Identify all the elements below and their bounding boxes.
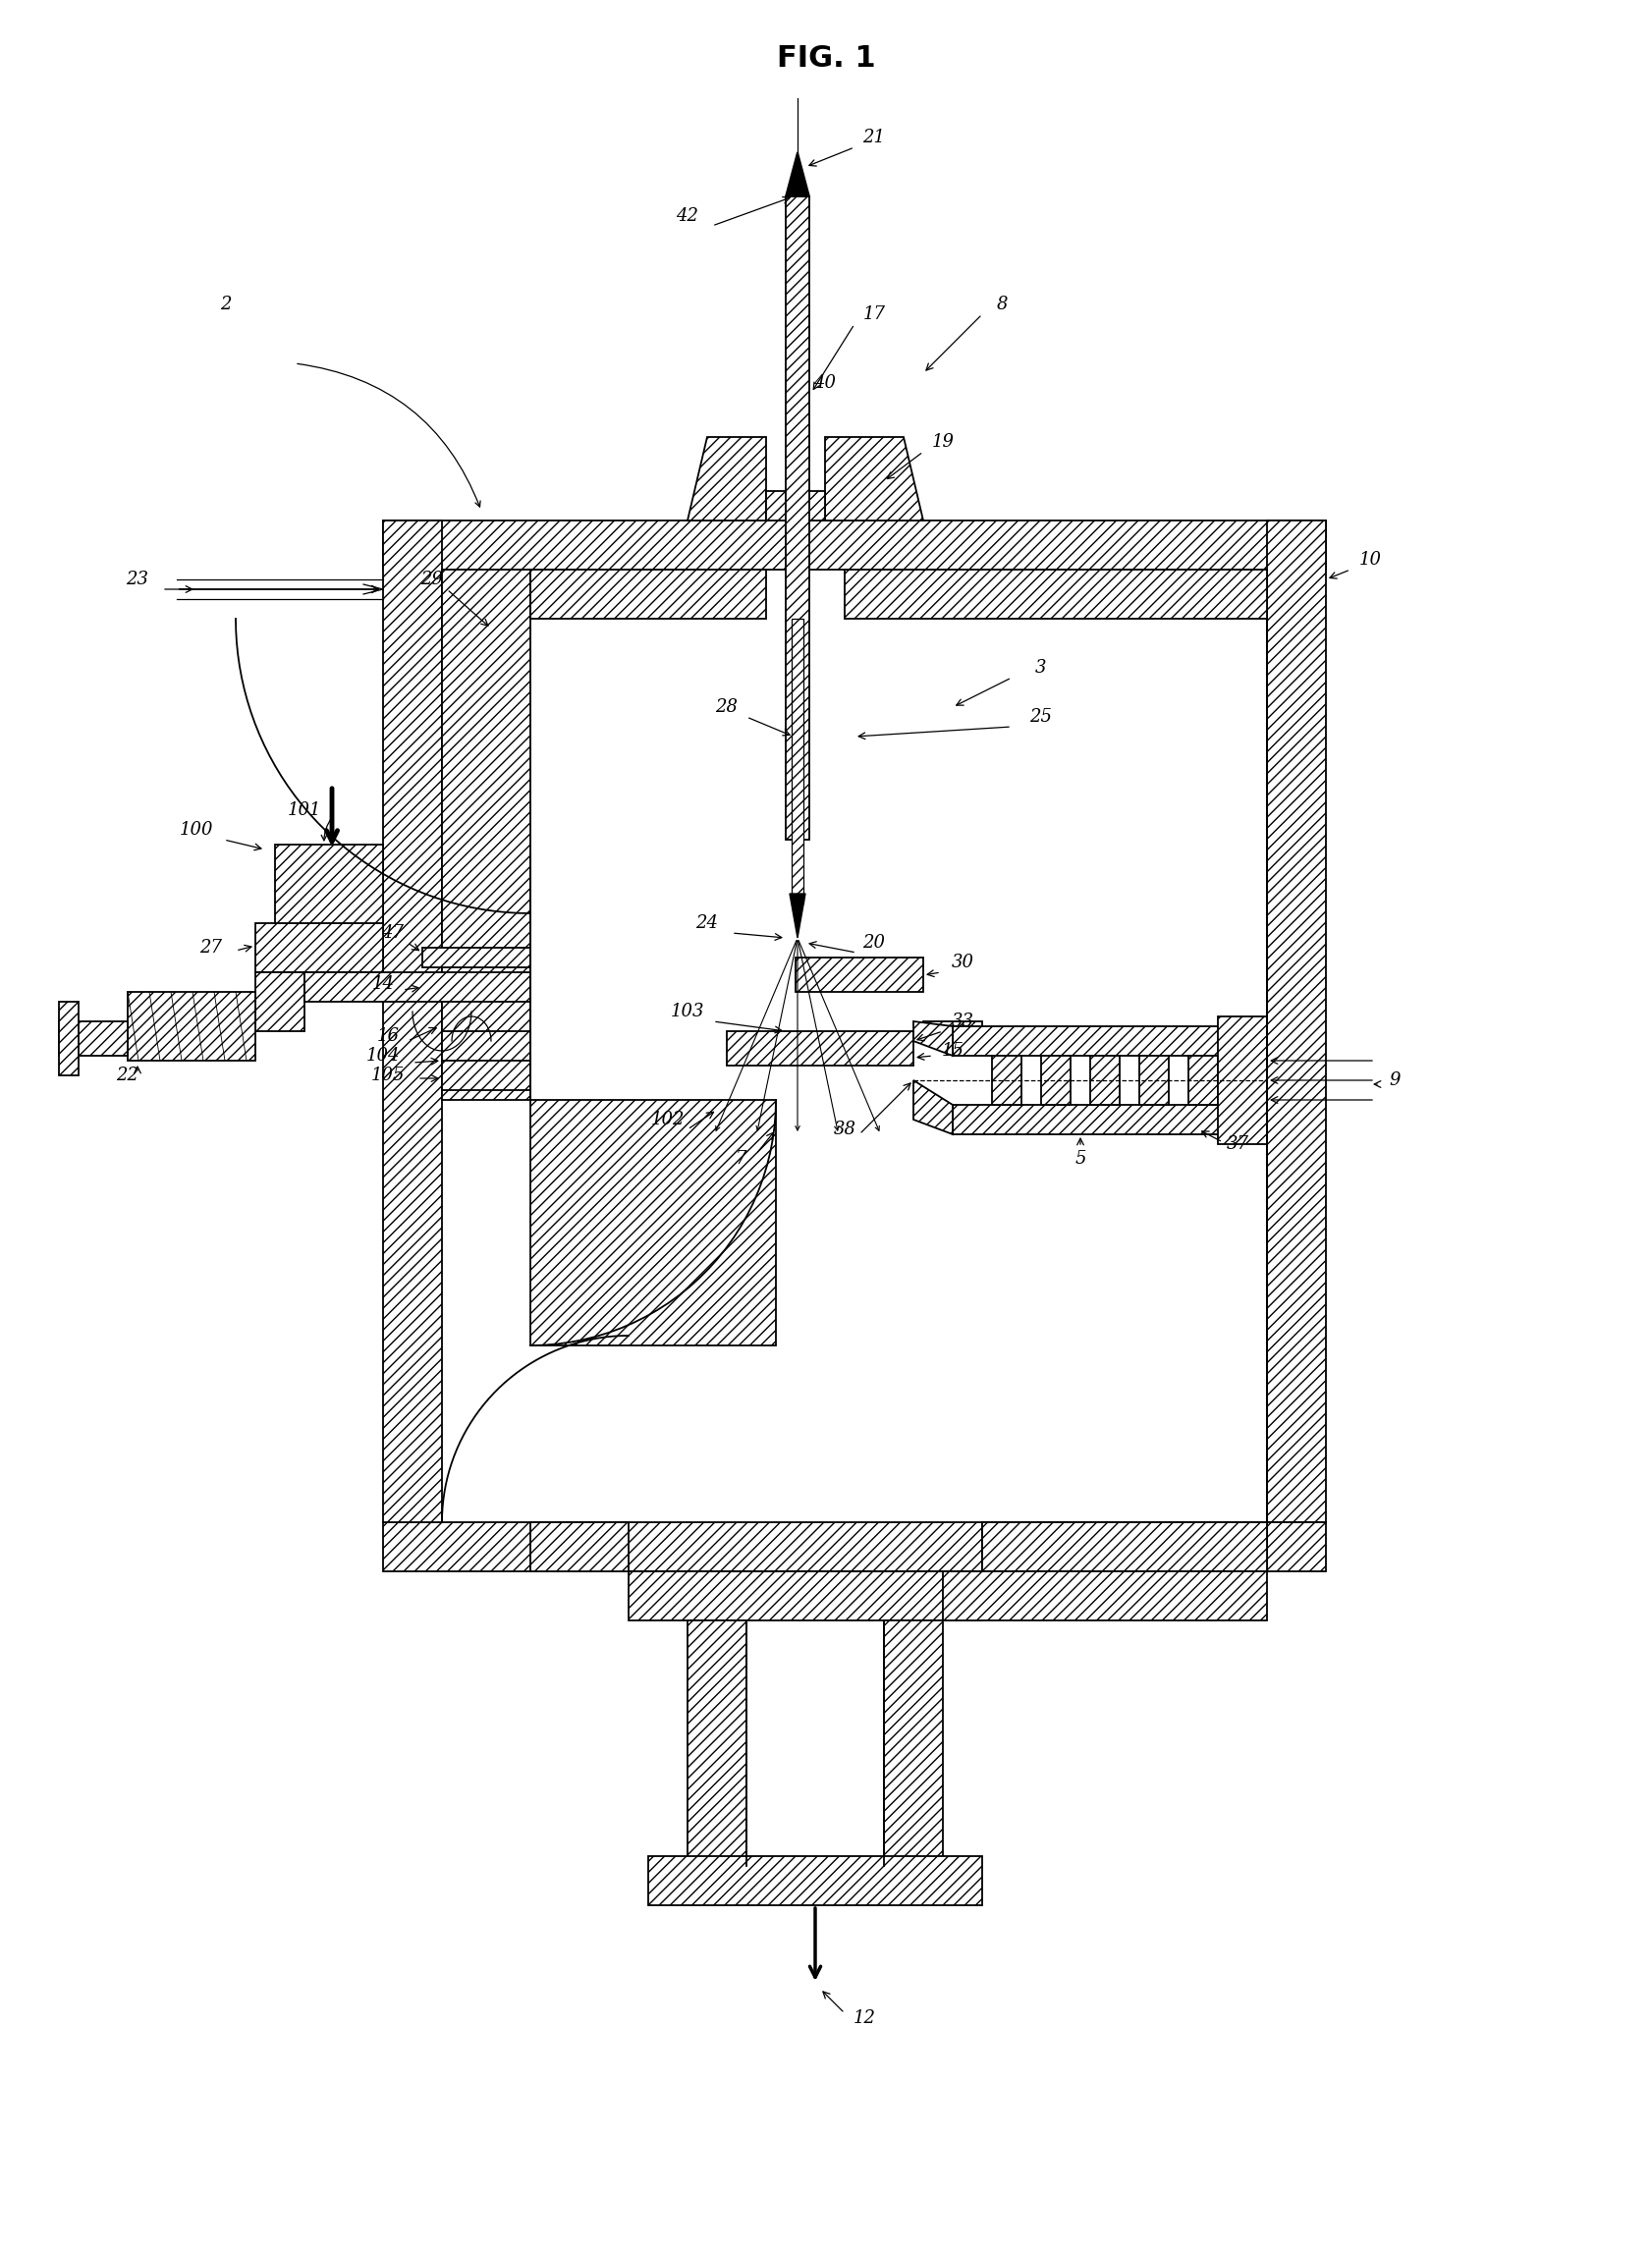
Polygon shape [443,568,530,1101]
Text: 105: 105 [372,1067,405,1085]
Polygon shape [383,1521,1327,1571]
Text: 16: 16 [377,1027,400,1045]
Polygon shape [530,1521,628,1571]
Text: 10: 10 [1360,551,1381,568]
Text: 38: 38 [833,1121,856,1139]
Text: 14: 14 [372,975,395,993]
Text: 25: 25 [1029,708,1052,726]
Text: 19: 19 [932,434,955,452]
Polygon shape [274,845,383,924]
Polygon shape [383,521,1327,568]
Polygon shape [786,195,809,840]
Text: 40: 40 [814,375,836,391]
Text: 29: 29 [421,571,443,589]
Text: 2: 2 [220,297,231,312]
Text: 33: 33 [952,1013,973,1029]
Polygon shape [127,991,256,1061]
Polygon shape [1218,1016,1267,1144]
Polygon shape [791,618,803,903]
Text: 42: 42 [676,207,699,225]
Text: 17: 17 [862,306,885,324]
Polygon shape [1188,1056,1218,1106]
Polygon shape [786,153,809,195]
Text: 12: 12 [852,2009,876,2027]
Polygon shape [256,924,383,973]
Polygon shape [983,1521,1267,1571]
Polygon shape [1140,1056,1168,1106]
Polygon shape [824,436,923,521]
Text: 15: 15 [942,1043,965,1061]
Polygon shape [943,1571,1267,1620]
Polygon shape [383,521,443,1521]
Polygon shape [1267,521,1327,1521]
Text: 24: 24 [695,915,719,933]
Text: 104: 104 [367,1047,400,1065]
Polygon shape [914,1022,953,1056]
Text: 28: 28 [715,699,738,717]
Polygon shape [59,1022,127,1056]
Polygon shape [530,1101,776,1346]
Text: 8: 8 [996,297,1008,312]
Polygon shape [628,1571,983,1620]
Polygon shape [983,1521,1267,1571]
Polygon shape [884,1620,943,1865]
Text: 22: 22 [116,1067,139,1085]
Polygon shape [1090,1056,1120,1106]
Polygon shape [256,973,304,1031]
Polygon shape [923,1022,983,1040]
Polygon shape [790,894,806,937]
Polygon shape [796,957,923,991]
Text: FIG. 1: FIG. 1 [776,45,876,74]
Text: 9: 9 [1389,1072,1401,1090]
Polygon shape [59,1002,79,1076]
Polygon shape [304,973,530,1002]
Text: 30: 30 [952,953,973,971]
Polygon shape [914,1081,953,1135]
Polygon shape [443,1031,530,1061]
Polygon shape [530,568,767,618]
Text: 23: 23 [126,571,149,589]
Text: 7: 7 [735,1150,747,1168]
Polygon shape [648,1856,983,1905]
Text: 101: 101 [287,802,322,820]
Text: 102: 102 [651,1110,686,1128]
Text: 47: 47 [382,924,405,941]
Polygon shape [844,568,1267,618]
Polygon shape [423,948,530,968]
Text: 37: 37 [1226,1135,1249,1153]
Polygon shape [727,1031,914,1065]
Polygon shape [1041,1056,1070,1106]
Polygon shape [687,1620,747,1865]
Text: 103: 103 [671,1002,704,1020]
Polygon shape [687,436,767,521]
Text: 20: 20 [862,935,885,953]
Polygon shape [953,1027,1267,1056]
Polygon shape [443,1061,530,1090]
Text: 100: 100 [180,820,213,838]
Text: 27: 27 [200,939,223,957]
Text: 3: 3 [1036,658,1047,676]
Polygon shape [767,492,824,521]
Polygon shape [953,1106,1267,1135]
Text: 5: 5 [1075,1150,1085,1168]
Text: 21: 21 [862,128,885,146]
Polygon shape [991,1056,1021,1106]
